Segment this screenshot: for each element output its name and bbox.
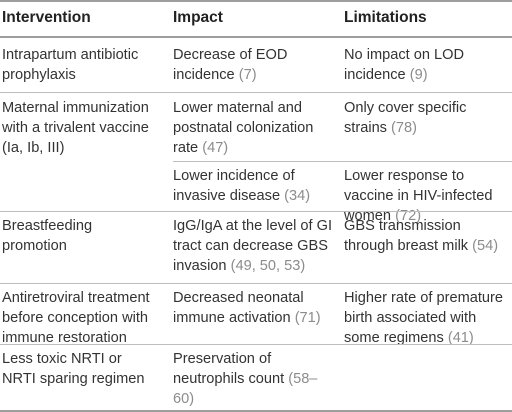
impact-reference: (34) <box>284 188 311 204</box>
row-impact: Decreased neonatal immune activation (71… <box>173 290 321 326</box>
row-limitation: No impact on LOD incidence (9) <box>344 47 465 83</box>
limitation-reference: (41) <box>447 330 474 346</box>
impact-reference: (58–60) <box>173 371 318 407</box>
row-impact: Decrease of EOD incidence (7) <box>173 47 288 83</box>
limitation-reference: (78) <box>391 120 417 136</box>
row-impact: IgG/IgA at the level of GI tract can dec… <box>173 218 332 274</box>
row-intervention: Less toxic NRTI or NRTI sparing regimen <box>2 351 145 387</box>
row-divider <box>0 92 512 93</box>
header-limitations: Limitations <box>344 9 427 26</box>
table-bottom-rule <box>0 410 512 412</box>
row-limitation: Only cover specific strains (78) <box>344 100 467 136</box>
row-limitation: Higher rate of premature birth associate… <box>344 290 503 346</box>
row-intervention: Antiretroviral treatment before concepti… <box>2 290 150 346</box>
row-limitation: GBS transmission through breast milk (54… <box>344 218 499 254</box>
table-top-rule <box>0 0 512 2</box>
impact-reference: (49, 50, 53) <box>230 258 306 274</box>
limitation-reference: (54) <box>472 238 499 254</box>
row-intervention: Intrapartum antibiotic prophylaxis <box>2 47 139 83</box>
row-divider <box>0 211 512 212</box>
row-impact: Lower incidence of invasive disease (34) <box>173 168 311 204</box>
row-impact: Lower maternal and postnatal colonizatio… <box>173 100 314 156</box>
row-divider <box>0 283 512 284</box>
limitation-reference: (72) <box>395 208 422 224</box>
impact-reference: (71) <box>294 310 321 326</box>
row-intervention: Breastfeeding promotion <box>2 218 93 254</box>
row-intervention: Maternal immunization with a trivalent v… <box>2 100 149 156</box>
row-limitation: Lower response to vaccine in HIV-infecte… <box>344 168 493 224</box>
subrow-divider <box>173 161 512 162</box>
impact-reference: (47) <box>202 140 229 156</box>
header-rule <box>0 36 512 38</box>
row-impact: Preservation of neutrophils count (58–60… <box>173 351 318 407</box>
impact-reference: (7) <box>238 67 257 83</box>
row-divider <box>0 344 512 345</box>
limitation-reference: (9) <box>409 67 428 83</box>
header-intervention: Intervention <box>2 9 91 26</box>
header-impact: Impact <box>173 9 223 26</box>
